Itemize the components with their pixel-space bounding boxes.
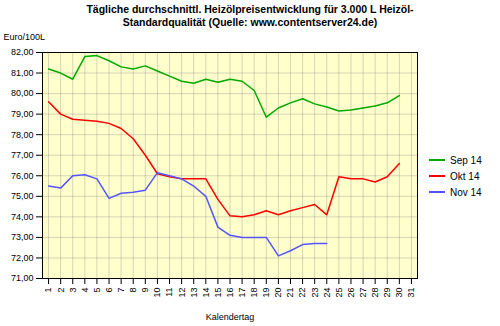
svg-text:Euro/100L: Euro/100L xyxy=(4,32,46,42)
svg-text:8: 8 xyxy=(128,288,138,293)
svg-text:71,00: 71,00 xyxy=(11,273,34,283)
svg-text:18: 18 xyxy=(249,288,259,298)
html-text:Tägliche durchschnittl. Heizöl: Tägliche durchschnittl. Heizölpreisentwi… xyxy=(86,3,414,15)
html-text:Standardqualität (Quelle: www.: Standardqualität (Quelle: www.contentser… xyxy=(122,16,378,28)
svg-text:79,00: 79,00 xyxy=(11,109,34,119)
svg-text:2: 2 xyxy=(56,288,66,293)
svg-text:78,00: 78,00 xyxy=(11,130,34,140)
svg-text:21: 21 xyxy=(285,288,295,298)
svg-text:12: 12 xyxy=(176,288,186,298)
svg-text:72,00: 72,00 xyxy=(11,253,34,263)
svg-text:26: 26 xyxy=(346,288,356,298)
svg-text:Kalendertag: Kalendertag xyxy=(206,312,255,322)
svg-text:76,00: 76,00 xyxy=(11,171,34,181)
svg-text:25: 25 xyxy=(334,288,344,298)
svg-text:30: 30 xyxy=(394,288,404,298)
svg-text:4: 4 xyxy=(80,288,90,293)
svg-text:19: 19 xyxy=(261,288,271,298)
svg-text:5: 5 xyxy=(92,288,102,293)
svg-text:77,00: 77,00 xyxy=(11,150,34,160)
html-text:Nov 14: Nov 14 xyxy=(450,186,482,198)
svg-text:14: 14 xyxy=(201,288,211,298)
svg-text:81,00: 81,00 xyxy=(11,68,34,78)
svg-text:28: 28 xyxy=(370,288,380,298)
svg-text:29: 29 xyxy=(382,288,392,298)
svg-text:27: 27 xyxy=(358,288,368,298)
svg-text:24: 24 xyxy=(322,288,332,298)
svg-text:20: 20 xyxy=(273,288,283,298)
svg-text:15: 15 xyxy=(213,288,223,298)
svg-text:22: 22 xyxy=(297,288,307,298)
svg-text:23: 23 xyxy=(310,288,320,298)
svg-text:10: 10 xyxy=(152,288,162,298)
svg-text:75,00: 75,00 xyxy=(11,191,34,201)
html-text:Okt 14: Okt 14 xyxy=(450,170,480,182)
svg-text:82,00: 82,00 xyxy=(11,47,34,57)
svg-text:31: 31 xyxy=(406,288,416,298)
svg-text:7: 7 xyxy=(116,288,126,293)
svg-text:1: 1 xyxy=(43,288,53,293)
svg-text:80,00: 80,00 xyxy=(11,88,34,98)
html-text:Sep 14: Sep 14 xyxy=(450,154,482,166)
svg-text:11: 11 xyxy=(164,288,174,297)
svg-text:73,00: 73,00 xyxy=(11,232,34,242)
svg-text:6: 6 xyxy=(104,288,114,293)
svg-text:3: 3 xyxy=(68,288,78,293)
svg-text:9: 9 xyxy=(140,288,150,293)
svg-text:13: 13 xyxy=(189,288,199,298)
svg-text:74,00: 74,00 xyxy=(11,212,34,222)
svg-text:16: 16 xyxy=(225,288,235,298)
svg-text:17: 17 xyxy=(237,288,247,298)
